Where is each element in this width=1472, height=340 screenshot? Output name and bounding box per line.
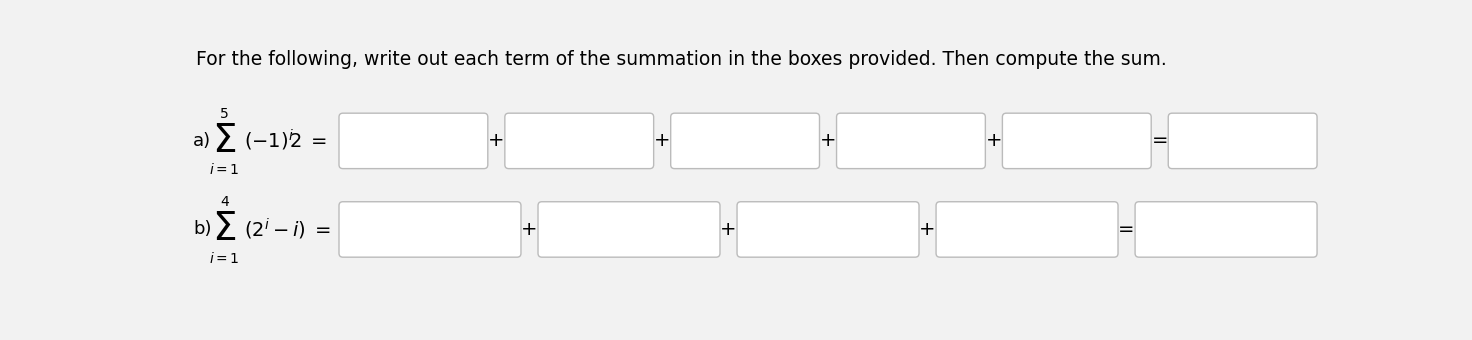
FancyBboxPatch shape [737,202,919,257]
FancyBboxPatch shape [1169,113,1317,169]
FancyBboxPatch shape [836,113,985,169]
Text: For the following, write out each term of the summation in the boxes provided. T: For the following, write out each term o… [196,50,1166,69]
Text: b): b) [193,220,212,238]
Text: $\Sigma$: $\Sigma$ [212,210,237,249]
FancyBboxPatch shape [539,202,720,257]
Text: +: + [920,220,936,239]
Text: =: = [1151,131,1167,150]
FancyBboxPatch shape [1002,113,1151,169]
Text: a): a) [193,132,212,150]
FancyBboxPatch shape [936,202,1119,257]
FancyBboxPatch shape [339,202,521,257]
Text: $i{=}1$: $i{=}1$ [209,163,240,177]
Text: $(-1)^i\!2\;=$: $(-1)^i\!2\;=$ [244,128,328,153]
Text: +: + [986,131,1002,150]
Text: 4: 4 [219,195,228,209]
Text: +: + [489,131,505,150]
Text: +: + [521,220,537,239]
FancyBboxPatch shape [505,113,654,169]
FancyBboxPatch shape [671,113,820,169]
Text: +: + [820,131,836,150]
Text: +: + [654,131,670,150]
Text: $i{=}1$: $i{=}1$ [209,251,240,266]
Text: =: = [1119,220,1135,239]
Text: $(2^i - i)\;=$: $(2^i - i)\;=$ [244,217,331,242]
Text: +: + [720,220,737,239]
Text: $\Sigma$: $\Sigma$ [212,122,237,160]
FancyBboxPatch shape [1135,202,1317,257]
FancyBboxPatch shape [339,113,487,169]
Text: 5: 5 [219,107,228,121]
